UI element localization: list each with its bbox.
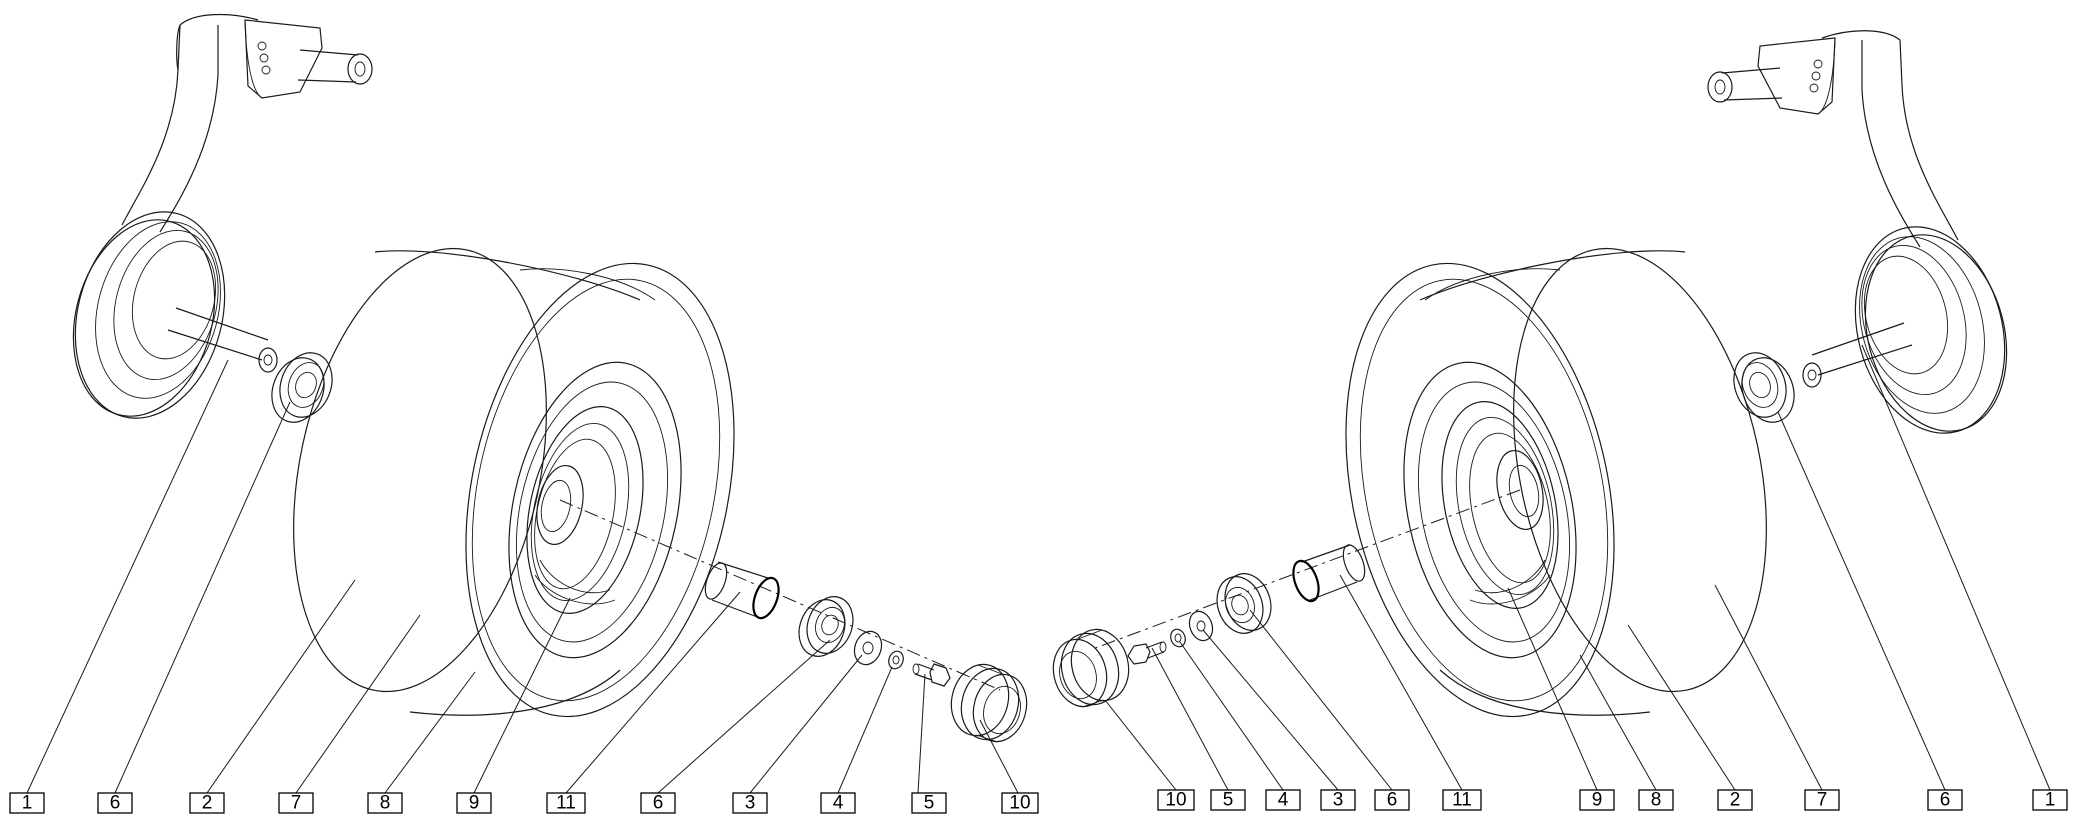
callout-label: 9 — [1592, 790, 1603, 811]
callout-left-1: 1 — [9, 792, 45, 814]
callout-leader-lines — [26, 344, 2051, 794]
callout-label: 6 — [1387, 790, 1398, 811]
callout-label: 6 — [1940, 790, 1951, 811]
callout-right-8: 8 — [1638, 789, 1674, 811]
callout-left-5: 5 — [911, 792, 947, 814]
callout-right-5: 5 — [1210, 789, 1246, 811]
callout-label: 10 — [1009, 793, 1030, 814]
callout-left-10: 10 — [1001, 792, 1039, 814]
right-spacer-tube — [1292, 544, 1366, 603]
callout-left-4: 4 — [820, 792, 856, 814]
left-wheel-assembly — [72, 13, 1028, 743]
left-caster-fork — [72, 13, 373, 419]
callout-label: 5 — [924, 793, 935, 814]
callout-right-11: 11 — [1442, 789, 1482, 811]
callout-right-3: 3 — [1320, 789, 1356, 811]
left-lock-washer — [888, 650, 904, 670]
left-washer — [853, 630, 883, 666]
callout-left-8: 8 — [367, 792, 403, 814]
right-inner-bearing — [1216, 573, 1272, 634]
callout-left-3: 3 — [732, 792, 768, 814]
right-outer-bearing — [1733, 352, 1795, 423]
right-lock-washer — [1170, 628, 1186, 648]
callout-right-10: 10 — [1157, 789, 1195, 811]
right-wheel-assembly — [1052, 30, 2008, 718]
left-inner-bearing — [798, 596, 854, 657]
callout-label: 1 — [2045, 790, 2056, 811]
callout-left-2: 2 — [189, 792, 225, 814]
callout-label: 11 — [1452, 790, 1472, 811]
callout-label: 3 — [745, 793, 756, 814]
right-caster-fork — [1707, 30, 2008, 434]
callout-left-9: 9 — [456, 792, 492, 814]
left-tire — [293, 247, 735, 718]
callout-label: 4 — [1278, 790, 1289, 811]
callout-label: 9 — [469, 793, 480, 814]
right-bolt — [1127, 641, 1167, 665]
right-rim — [1403, 361, 1577, 659]
callout-label: 7 — [291, 793, 302, 814]
callout-right-4: 4 — [1265, 789, 1301, 811]
callout-labels: 1 6 2 7 8 9 11 6 — [9, 789, 2068, 814]
callout-label: 6 — [653, 793, 664, 814]
callout-label: 2 — [202, 793, 213, 814]
callout-label: 8 — [1651, 790, 1662, 811]
left-rim — [508, 361, 682, 659]
callout-label: 4 — [833, 793, 844, 814]
callout-right-7: 7 — [1804, 789, 1840, 811]
callout-label: 10 — [1165, 790, 1186, 811]
right-end-cap — [1052, 628, 1130, 708]
callout-label: 1 — [22, 793, 33, 814]
callout-left-7: 7 — [278, 792, 314, 814]
callout-label: 2 — [1730, 790, 1741, 811]
left-spacer-tube — [704, 561, 780, 620]
callout-label: 3 — [1333, 790, 1344, 811]
callout-left-6a: 6 — [97, 792, 133, 814]
callout-label: 7 — [1817, 790, 1828, 811]
right-assembly-axis — [1089, 489, 1521, 651]
callout-left-6b: 6 — [640, 792, 676, 814]
left-outer-bearing — [271, 352, 333, 423]
callout-left-11: 11 — [546, 792, 586, 814]
right-tire — [1345, 247, 1767, 718]
callout-label: 8 — [380, 793, 391, 814]
callout-label: 11 — [556, 793, 576, 814]
callout-right-6b: 6 — [1374, 789, 1410, 811]
right-washer — [1188, 610, 1214, 642]
callout-label: 5 — [1223, 790, 1234, 811]
left-assembly-axis — [559, 499, 1001, 691]
left-bolt — [912, 663, 951, 687]
callout-right-9: 9 — [1579, 789, 1615, 811]
callout-right-1: 1 — [2032, 789, 2068, 811]
callout-right-6a: 6 — [1927, 789, 1963, 811]
callout-right-2: 2 — [1717, 789, 1753, 811]
callout-label: 6 — [110, 793, 121, 814]
